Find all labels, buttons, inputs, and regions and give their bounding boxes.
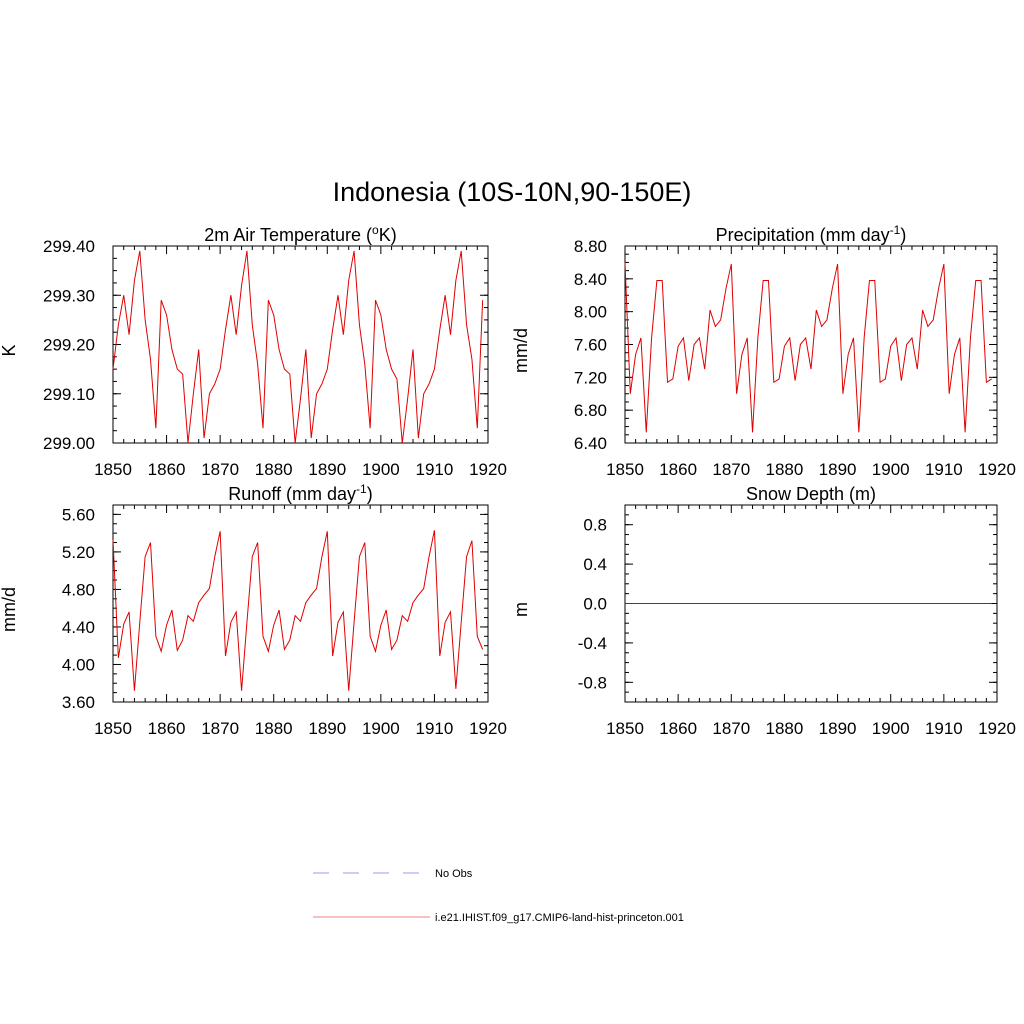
series-line-runoff [112, 530, 484, 691]
y-axis-label: K [0, 344, 19, 356]
y-tick-label: 5.20 [62, 543, 95, 562]
x-tick-label: 1860 [148, 719, 186, 738]
y-tick-label: 0.4 [583, 555, 607, 574]
y-tick-label: 6.40 [574, 434, 607, 453]
x-tick-label: 1860 [148, 460, 186, 479]
x-tick-label: 1870 [201, 460, 239, 479]
plot-frame [112, 245, 489, 444]
panel-title: Snow Depth (m) [746, 484, 876, 504]
x-tick-label: 1910 [416, 460, 454, 479]
x-tick-label: 1870 [712, 460, 750, 479]
x-tick-label: 1920 [978, 460, 1016, 479]
y-axis-label: mm/d [0, 587, 19, 632]
x-tick-label: 1860 [659, 460, 697, 479]
x-tick-label: 1900 [362, 460, 400, 479]
y-tick-label: 299.40 [43, 237, 95, 256]
x-tick-label: 1910 [925, 460, 963, 479]
x-tick-label: 1880 [766, 719, 804, 738]
y-tick-label: 8.00 [574, 303, 607, 322]
x-tick-label: 1890 [308, 460, 346, 479]
y-tick-label: -0.8 [578, 673, 607, 692]
y-tick-label: 6.80 [574, 401, 607, 420]
legend-label-model-run: i.e21.IHIST.f09_g17.CMIP6-land-hist-prin… [435, 912, 684, 924]
x-tick-label: 1850 [606, 719, 644, 738]
y-axis-label: mm/d [511, 328, 531, 373]
x-tick-label: 1850 [606, 460, 644, 479]
panel-precipitation: Precipitation (mm day-1) mm/d 1850 1860 1870… [511, 223, 1016, 479]
panel-snow-depth: Snow Depth (m) m 1850 1860 1870 1880 1890 1900 1… [511, 484, 1016, 738]
x-tick-label: 1920 [469, 719, 507, 738]
y-tick-label: 299.30 [43, 286, 95, 305]
panel-title: Runoff (mm day-1) [228, 482, 372, 504]
y-tick-label: 4.40 [62, 618, 95, 637]
x-tick-label: 1890 [308, 719, 346, 738]
x-tick-label: 1900 [872, 719, 910, 738]
y-tick-label: 7.60 [574, 336, 607, 355]
series-line-temperature [112, 250, 484, 444]
x-tick-label: 1890 [819, 460, 857, 479]
y-tick-label: 3.60 [62, 693, 95, 712]
y-tick-label: 4.80 [62, 580, 95, 599]
x-tick-label: 1880 [255, 719, 293, 738]
y-tick-label: 0.0 [583, 595, 607, 614]
x-tick-label: 1850 [94, 719, 132, 738]
y-tick-label: 5.60 [62, 505, 95, 524]
x-tick-label: 1910 [416, 719, 454, 738]
x-tick-label: 1870 [712, 719, 750, 738]
legend-label-no-obs: No Obs [435, 868, 473, 880]
panel-runoff: Runoff (mm day-1) mm/d 1850 1860 1870 1880 189… [0, 482, 507, 738]
x-tick-label: 1910 [925, 719, 963, 738]
y-tick-label: 299.00 [43, 434, 95, 453]
panel-temperature: 2m Air Temperature (oK) K 1850 1860 1870 1880… [0, 223, 507, 479]
x-tick-label: 1880 [766, 460, 804, 479]
plot-frame [112, 504, 489, 703]
y-tick-label: 299.10 [43, 385, 95, 404]
y-tick-label: 4.00 [62, 655, 95, 674]
x-tick-label: 1920 [469, 460, 507, 479]
panel-title: Precipitation (mm day-1) [716, 223, 907, 245]
y-tick-label: 299.20 [43, 336, 95, 355]
y-tick-label: 0.8 [583, 516, 607, 535]
y-tick-label: -0.4 [578, 634, 607, 653]
x-tick-label: 1870 [201, 719, 239, 738]
x-tick-label: 1890 [819, 719, 857, 738]
y-tick-label: 8.40 [574, 270, 607, 289]
x-tick-label: 1850 [94, 460, 132, 479]
y-tick-label: 8.80 [574, 237, 607, 256]
y-tick-label: 7.20 [574, 368, 607, 387]
x-tick-label: 1880 [255, 460, 293, 479]
panel-title: 2m Air Temperature (oK) [204, 223, 396, 245]
x-tick-label: 1860 [659, 719, 697, 738]
x-tick-label: 1900 [872, 460, 910, 479]
x-tick-label: 1920 [978, 719, 1016, 738]
legend: No Obs i.e21.IHIST.f09_g17.CMIP6-land-hi… [313, 868, 684, 924]
x-tick-label: 1900 [362, 719, 400, 738]
y-axis-label: m [511, 602, 531, 617]
panels: 2m Air Temperature (oK) K 1850 1860 1870 1880… [0, 223, 1016, 738]
figure-title: Indonesia (10S-10N,90-150E) [333, 177, 692, 207]
series-line-precipitation [624, 262, 992, 433]
